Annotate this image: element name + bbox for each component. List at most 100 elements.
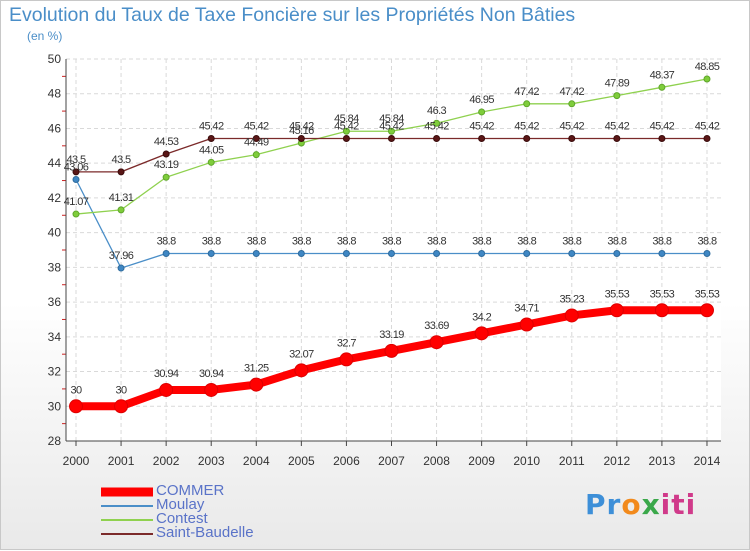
data-label: 37.96 — [109, 250, 134, 262]
data-point — [613, 92, 621, 100]
y-tick-label: 46 — [48, 121, 62, 135]
data-point — [162, 249, 170, 257]
data-point — [519, 317, 534, 332]
legend-swatch — [101, 519, 153, 521]
x-tick-label: 2008 — [423, 454, 450, 468]
x-tick-label: 2003 — [198, 454, 225, 468]
data-point — [433, 249, 441, 257]
legend-swatch — [101, 533, 153, 535]
data-label: 38.8 — [247, 235, 266, 247]
data-point — [297, 249, 305, 257]
logo-part-3: x — [641, 488, 661, 521]
data-point — [478, 108, 486, 116]
proxiti-logo: Proxiti — [585, 488, 696, 521]
logo-part-4: iti — [660, 488, 697, 521]
data-point — [387, 127, 395, 135]
data-point — [387, 249, 395, 257]
data-label: 38.8 — [427, 235, 446, 247]
data-point — [117, 264, 125, 272]
data-point — [658, 83, 666, 91]
x-tick-label: 2006 — [333, 454, 360, 468]
x-tick-label: 2000 — [63, 454, 90, 468]
data-point — [72, 168, 80, 176]
legend-label: Moulay — [156, 496, 205, 513]
data-label: 38.8 — [472, 235, 491, 247]
data-label: 30.94 — [199, 368, 224, 380]
data-label: 38.8 — [697, 235, 716, 247]
data-point — [207, 135, 215, 143]
data-label: 45.42 — [514, 121, 539, 133]
chart-title: Evolution du Taux de Taxe Foncière sur l… — [9, 4, 576, 26]
data-label: 35.23 — [560, 293, 585, 305]
data-point — [523, 249, 531, 257]
data-point — [564, 308, 579, 323]
data-point — [162, 173, 170, 181]
data-label: 44.05 — [199, 144, 224, 156]
data-point — [658, 135, 666, 143]
data-label: 44.53 — [154, 136, 179, 148]
data-point — [297, 135, 305, 143]
x-tick-label: 2002 — [153, 454, 180, 468]
data-point — [252, 135, 260, 143]
data-label: 30 — [70, 384, 82, 396]
data-point — [658, 249, 666, 257]
data-label: 45.42 — [334, 121, 359, 133]
data-point — [249, 377, 264, 392]
data-label: 48.37 — [650, 69, 675, 81]
y-tick-label: 38 — [48, 260, 62, 274]
y-tick-label: 30 — [48, 399, 62, 413]
data-point — [568, 135, 576, 143]
legend-swatch — [101, 505, 153, 507]
data-point — [117, 206, 125, 214]
x-tick-label: 2004 — [243, 454, 270, 468]
legend-label: Contest — [156, 510, 208, 527]
legend-swatch — [101, 487, 153, 497]
data-label: 47.42 — [514, 86, 539, 98]
data-point — [162, 150, 170, 158]
x-tick-label: 2009 — [468, 454, 495, 468]
data-point — [523, 100, 531, 108]
data-label: 38.8 — [157, 235, 176, 247]
data-point — [342, 249, 350, 257]
data-point — [654, 303, 669, 318]
data-label: 41.31 — [109, 192, 134, 204]
y-tick-label: 40 — [48, 226, 62, 240]
data-point — [252, 249, 260, 257]
y-tick-label: 34 — [48, 330, 62, 344]
data-point — [69, 399, 83, 414]
data-label: 38.8 — [292, 235, 311, 247]
data-label: 35.53 — [650, 288, 675, 300]
data-label: 45.42 — [560, 121, 585, 133]
data-point — [252, 151, 260, 159]
data-point — [117, 168, 125, 176]
x-tick-label: 2014 — [694, 454, 721, 468]
x-tick-label: 2013 — [649, 454, 676, 468]
data-label: 45.84 — [379, 113, 404, 125]
data-label: 45.42 — [244, 121, 269, 133]
data-label: 33.69 — [424, 320, 449, 332]
legend-label: Saint-Baudelle — [156, 524, 254, 541]
data-label: 30.94 — [154, 368, 179, 380]
data-label: 38.8 — [517, 235, 536, 247]
data-point — [523, 135, 531, 143]
data-label: 38.8 — [382, 235, 401, 247]
y-tick-label: 28 — [48, 434, 62, 448]
data-point — [429, 335, 444, 350]
data-label: 32.7 — [337, 337, 356, 349]
legend-label: COMMER — [156, 482, 225, 499]
data-label: 38.8 — [337, 235, 356, 247]
data-label: 32.07 — [289, 348, 314, 360]
data-point — [207, 158, 215, 166]
plot-area — [66, 59, 721, 441]
data-label: 45.16 — [289, 125, 314, 137]
data-label: 34.71 — [514, 302, 539, 314]
data-label: 38.8 — [562, 235, 581, 247]
data-point — [699, 303, 714, 318]
y-tick-label: 44 — [48, 156, 62, 170]
data-point — [207, 249, 215, 257]
data-label: 35.53 — [695, 288, 720, 300]
data-label: 45.42 — [605, 121, 630, 133]
data-label: 47.42 — [560, 86, 585, 98]
data-label: 38.8 — [202, 235, 221, 247]
